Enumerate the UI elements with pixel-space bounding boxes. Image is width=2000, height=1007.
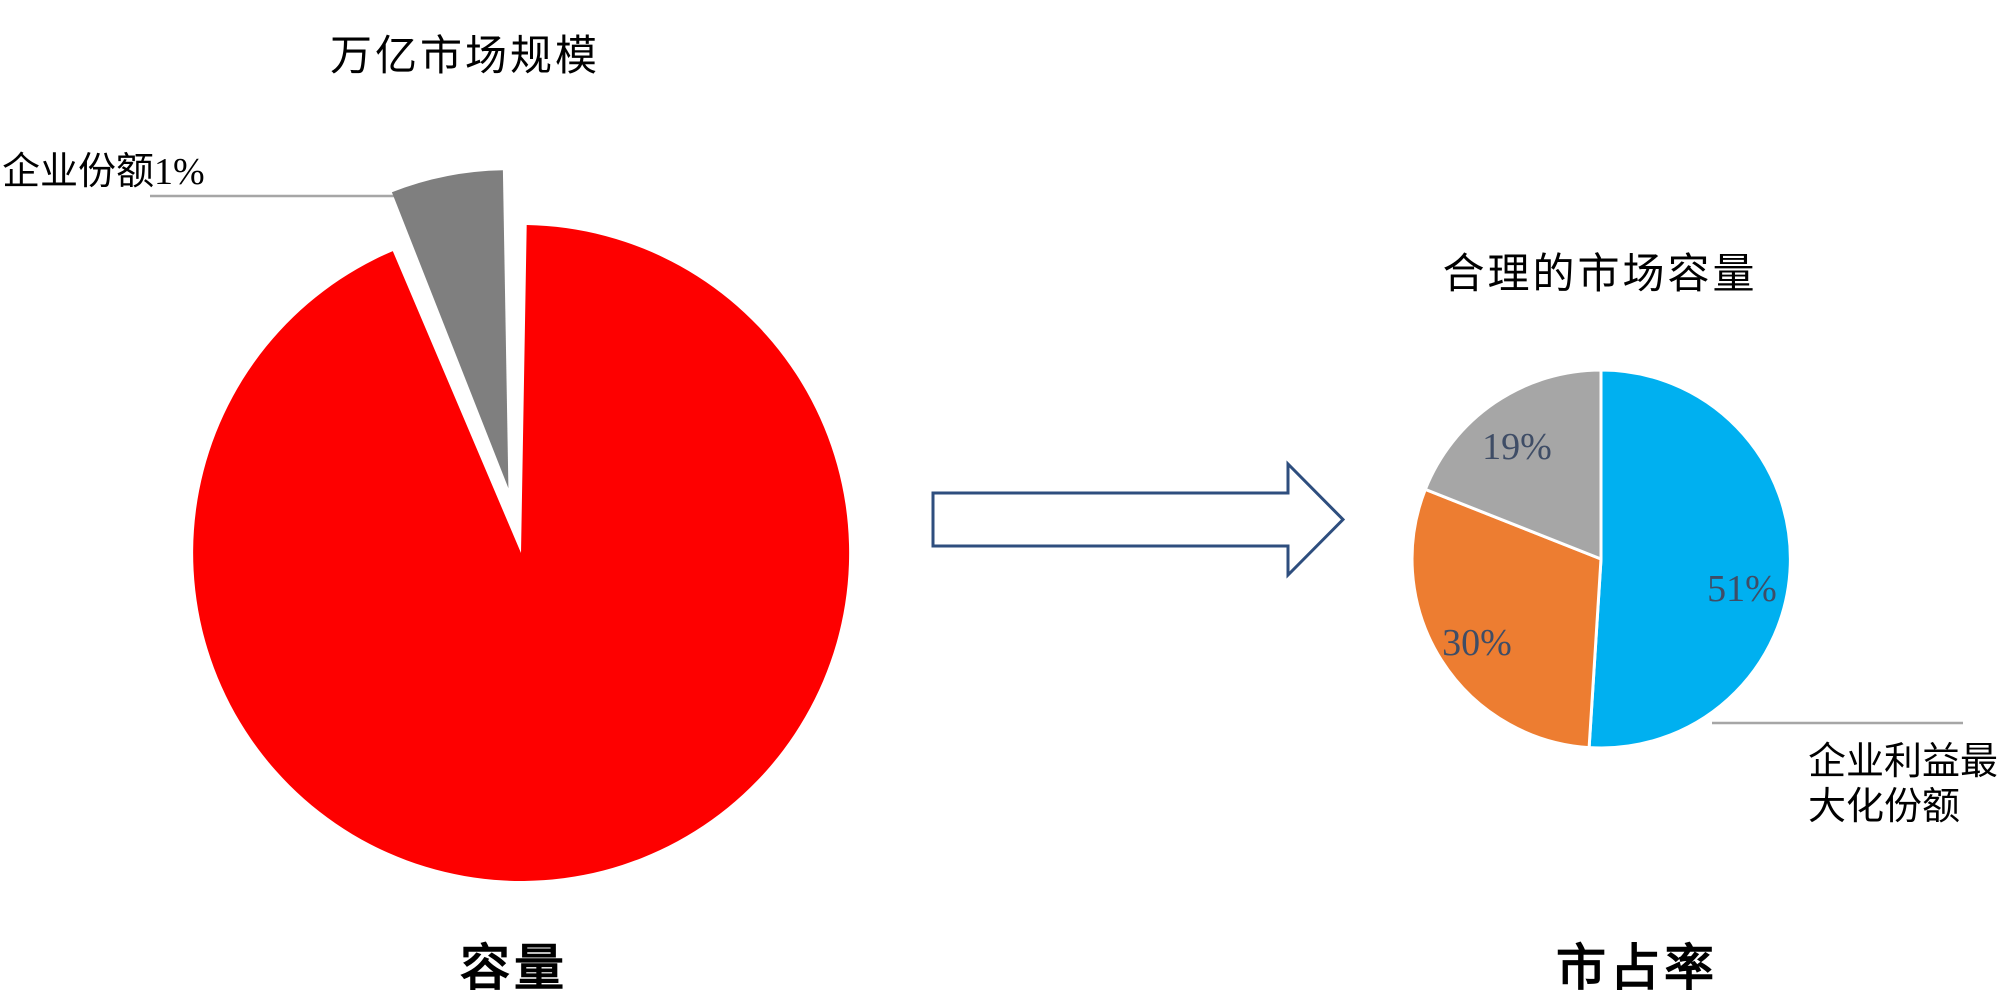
right-pie-title: 合理的市场容量: [1442, 252, 1758, 298]
left-pie-red-slice: [193, 225, 850, 881]
left-pie-caption: 容量: [460, 940, 568, 996]
left-pie-callout-label: 企业份额1%: [2, 151, 205, 193]
right-pie-slice-0: [1587, 368, 1792, 750]
right-pie-slice-1: [1410, 487, 1603, 750]
flow-arrow-shape: [931, 460, 1346, 579]
left-pie-exploded-slice: [391, 170, 509, 489]
right-pie-label-30: 30%: [1442, 622, 1512, 664]
right-pie-caption: 市占率: [1556, 940, 1718, 996]
right-pie-callout-label: 企业利益最大化份额: [1808, 741, 1999, 828]
left-pie-title: 万亿市场规模: [329, 34, 601, 80]
right-pie-label-19: 19%: [1482, 426, 1552, 468]
right-pie-slice-2: [1423, 368, 1603, 561]
right-pie-label-51: 51%: [1707, 568, 1777, 610]
